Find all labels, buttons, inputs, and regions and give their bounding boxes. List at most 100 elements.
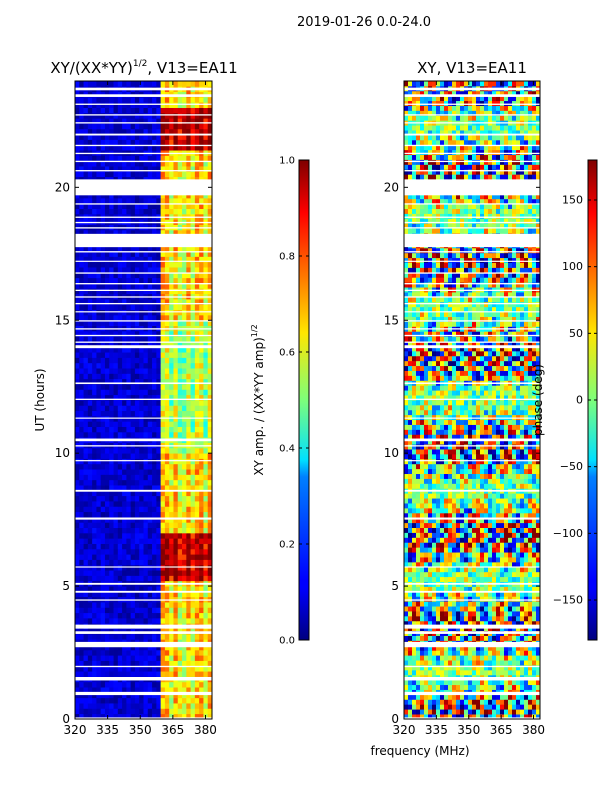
amplitude-cell	[83, 681, 89, 688]
amplitude-cell	[194, 570, 200, 576]
amplitude-cell	[164, 426, 170, 433]
amplitude-cell	[156, 415, 162, 422]
amplitude-cell	[177, 267, 183, 273]
amplitude-cell	[96, 485, 102, 491]
amplitude-cell	[79, 453, 84, 459]
amplitude-cell	[207, 256, 212, 263]
amplitude-cell	[199, 352, 204, 358]
amplitude-cell	[203, 501, 209, 507]
amplitude-cell	[96, 155, 102, 162]
amplitude-cell	[109, 660, 114, 667]
amplitude-cell	[100, 309, 106, 316]
amplitude-cell	[169, 655, 174, 661]
x-tick-label: 380	[194, 723, 217, 737]
amplitude-cell	[83, 256, 89, 263]
phase-cell	[444, 606, 449, 612]
amplitude-cell	[160, 144, 166, 151]
phase-cell	[524, 606, 529, 612]
amplitude-cell	[87, 708, 93, 715]
amplitude-cell	[113, 384, 119, 390]
phase-cell	[496, 611, 501, 617]
amplitude-cell	[75, 463, 80, 470]
amplitude-cell	[203, 118, 209, 124]
amplitude-cell	[177, 229, 183, 236]
phase-cell	[504, 694, 509, 700]
amplitude-cell	[169, 352, 174, 358]
amplitude-cell	[100, 378, 106, 385]
phase-cell	[456, 699, 461, 705]
amplitude-cell	[173, 389, 179, 396]
amplitude-cell	[126, 251, 132, 257]
amplitude-cell	[182, 463, 187, 470]
amplitude-cell	[173, 245, 179, 252]
amplitude-cell	[100, 277, 106, 284]
amplitude-cell	[79, 527, 84, 534]
amplitude-cell	[147, 532, 153, 539]
phase-cell	[524, 615, 529, 622]
amplitude-cell	[113, 139, 119, 146]
amplitude-cell	[177, 570, 183, 576]
amplitude-cell	[83, 543, 89, 550]
amplitude-cell	[117, 527, 123, 534]
amplitude-cell	[152, 112, 157, 119]
phase-cell	[492, 645, 497, 651]
amplitude-cell	[143, 612, 149, 619]
amplitude-cell	[117, 277, 123, 284]
amplitude-cell	[169, 490, 174, 497]
amplitude-cell	[92, 102, 97, 108]
amplitude-cell	[83, 511, 89, 518]
amplitude-cell	[190, 314, 196, 321]
amplitude-cell	[190, 511, 196, 518]
amplitude-cell	[109, 112, 114, 119]
amplitude-cell	[194, 527, 200, 534]
amplitude-cell	[199, 346, 204, 353]
amplitude-cell	[104, 171, 110, 178]
amplitude-cell	[199, 426, 204, 433]
amplitude-cell	[169, 708, 174, 715]
amplitude-cell	[96, 708, 102, 715]
phase-cell	[432, 650, 437, 656]
amplitude-cell	[126, 548, 132, 555]
phase-cell	[496, 650, 501, 656]
amplitude-cell	[79, 298, 84, 305]
amplitude-cell	[83, 564, 89, 571]
amplitude-cell	[190, 458, 196, 465]
amplitude-cell	[169, 245, 174, 252]
amplitude-cell	[152, 405, 157, 412]
amplitude-cell	[75, 357, 80, 364]
amplitude-cell	[190, 421, 196, 427]
amplitude-cell	[173, 171, 179, 178]
amplitude-cell	[104, 687, 110, 693]
amplitude-cell	[96, 405, 102, 412]
amplitude-cell	[96, 633, 102, 640]
amplitude-cell	[173, 96, 179, 103]
amplitude-cell	[194, 660, 200, 667]
amplitude-cell	[160, 426, 166, 433]
amplitude-cell	[164, 373, 170, 380]
amplitude-cell	[190, 532, 196, 539]
amplitude-cell	[199, 612, 204, 619]
amplitude-cell	[92, 612, 97, 619]
phase-cell	[496, 645, 501, 651]
phase-cell	[408, 679, 413, 686]
phase-cell	[460, 620, 465, 627]
amplitude-cell	[117, 692, 123, 699]
amplitude-cell	[186, 314, 191, 321]
phase-cell	[440, 709, 445, 715]
amplitude-cell	[92, 713, 97, 719]
phase-cell	[512, 615, 517, 622]
amplitude-cell	[207, 447, 212, 454]
amplitude-cell	[83, 107, 89, 114]
amplitude-cell	[139, 81, 144, 87]
amplitude-cell	[113, 197, 119, 204]
amplitude-cell	[177, 197, 183, 204]
amplitude-cell	[100, 453, 106, 459]
amplitude-cell	[160, 447, 166, 454]
phase-cell	[496, 601, 501, 607]
amplitude-cell	[134, 171, 140, 178]
amplitude-cell	[173, 394, 179, 401]
amplitude-cell	[194, 251, 200, 257]
phase-cell	[532, 620, 537, 627]
phase-cell	[496, 615, 501, 622]
amplitude-cell	[190, 277, 196, 284]
